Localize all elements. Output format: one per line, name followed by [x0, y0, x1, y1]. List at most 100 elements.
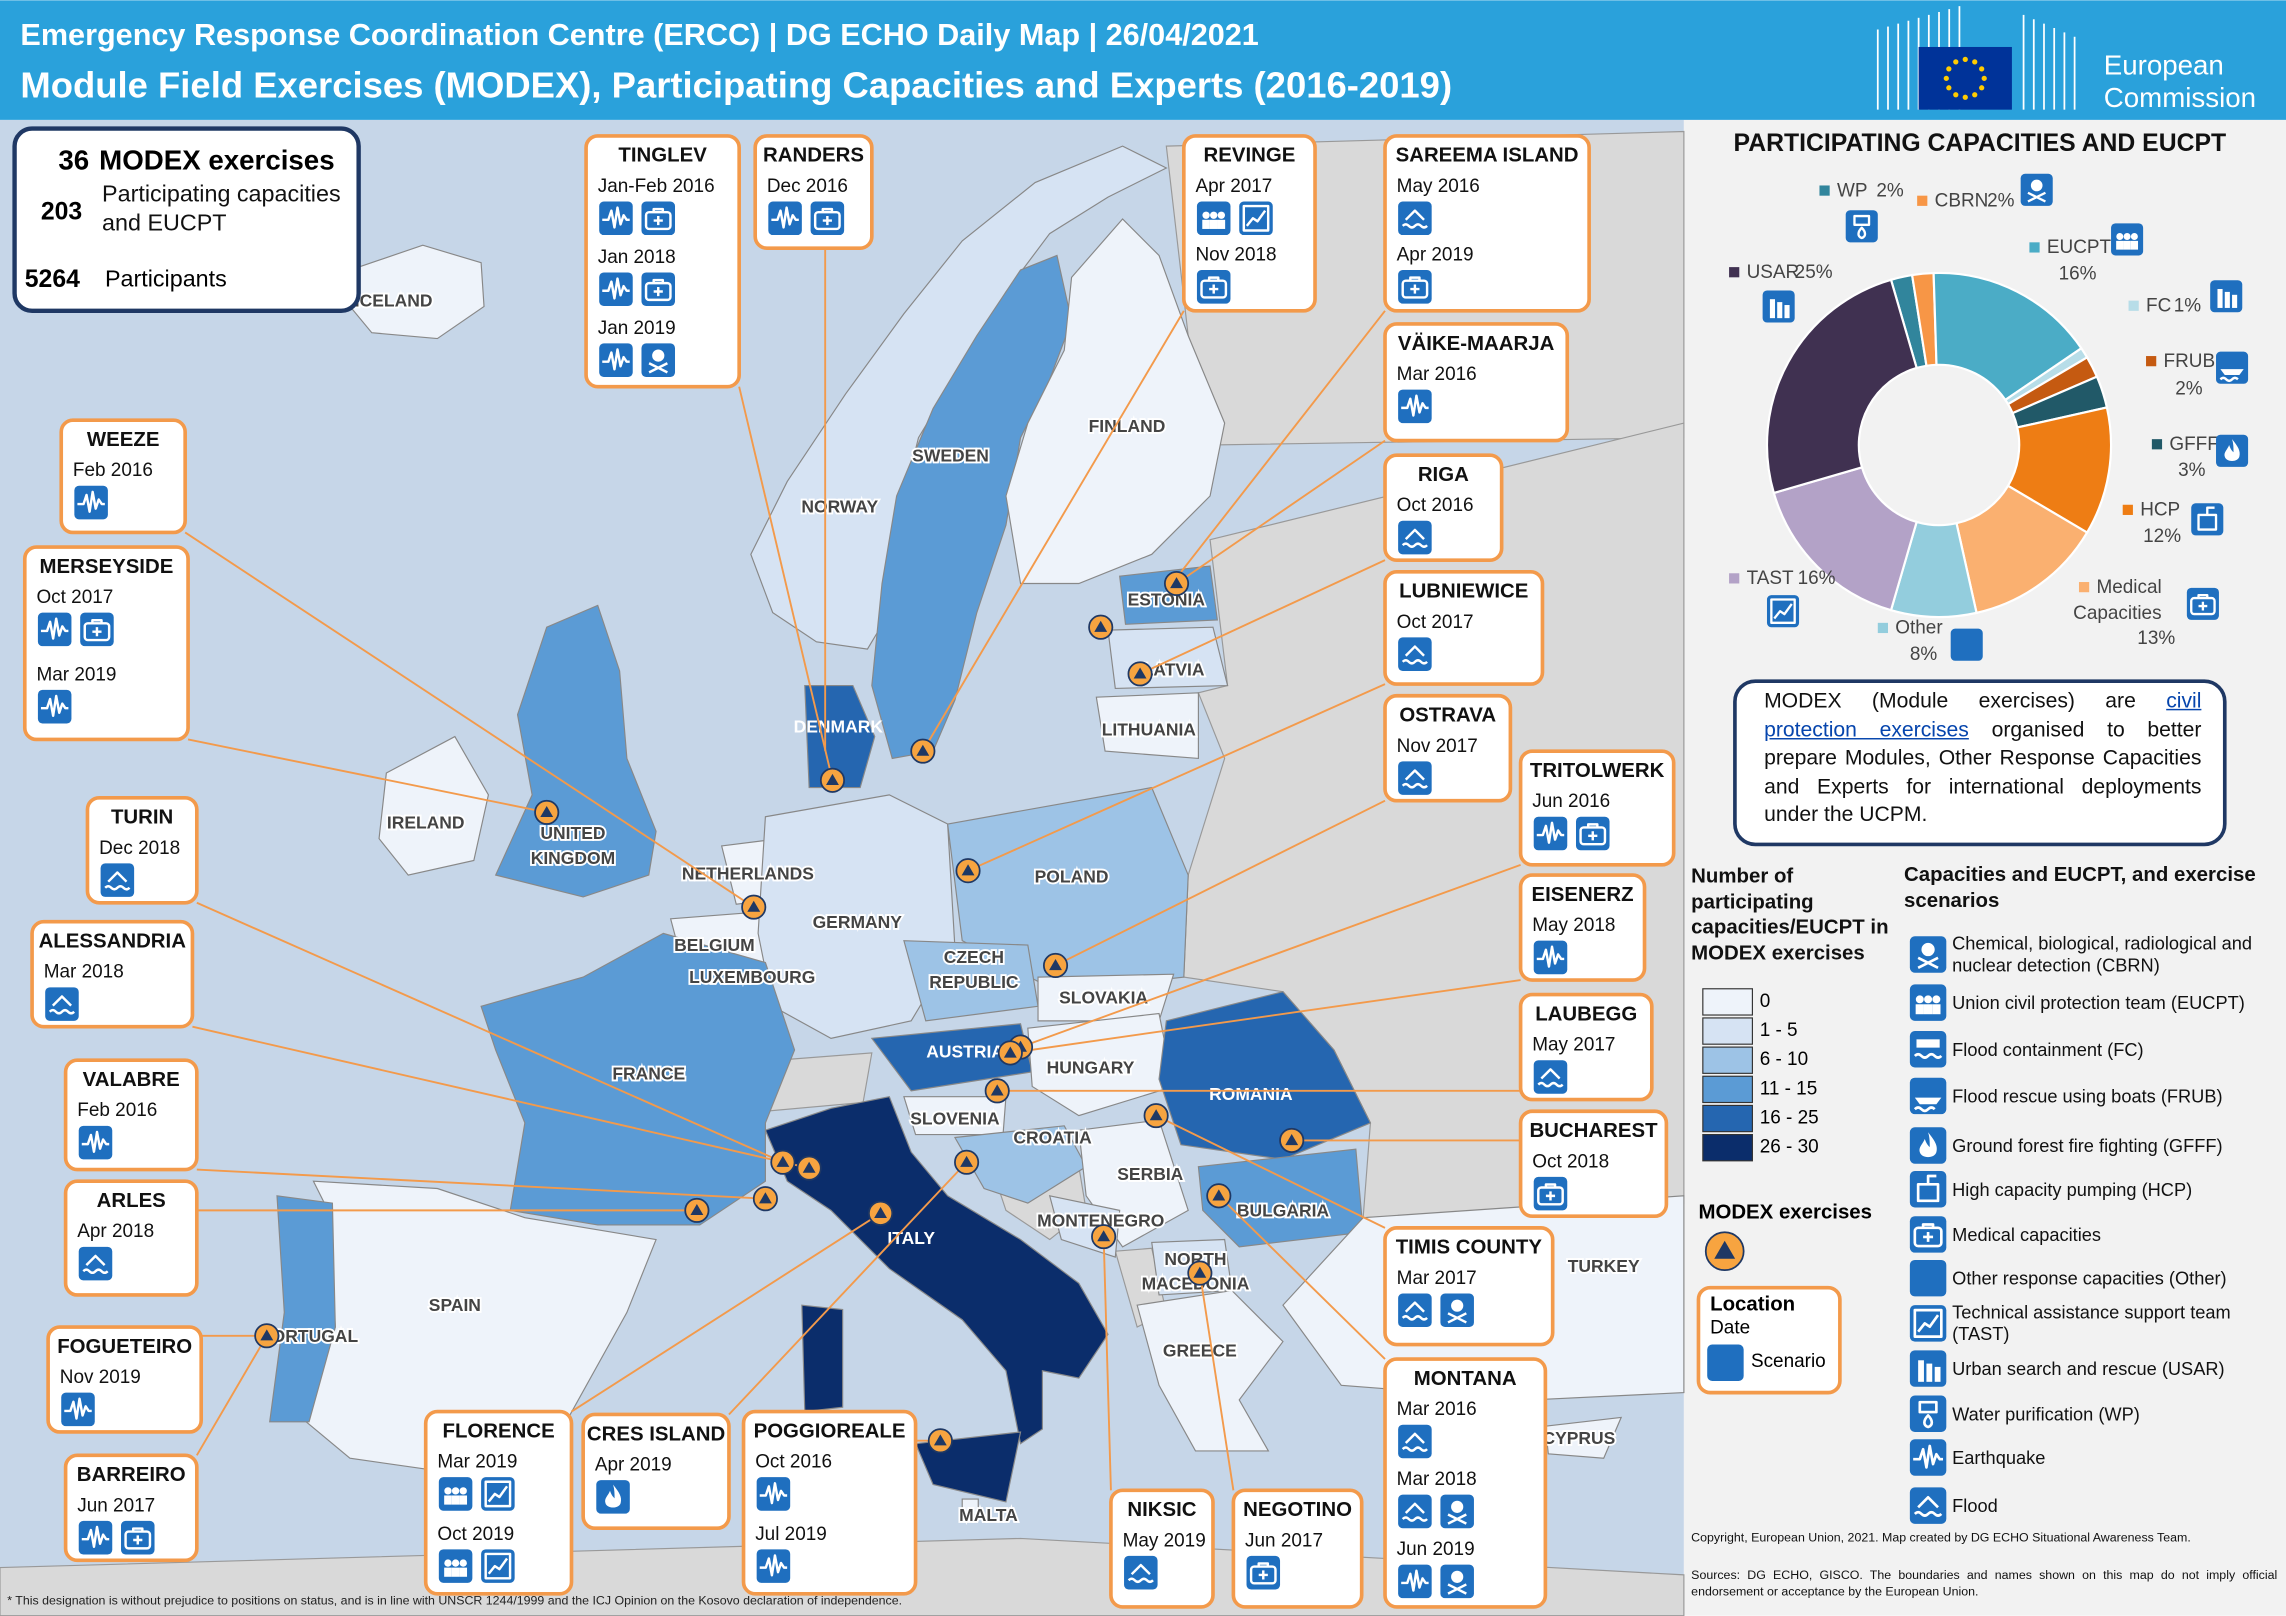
info-frame: [1733, 679, 2227, 847]
copyright-box: Copyright, European Union, 2021. Map cre…: [1691, 1530, 2191, 1545]
header-band: [0, 0, 2286, 120]
callout: ARLES Apr 2018: [63, 1179, 199, 1297]
icon-glyph: [2027, 191, 2046, 203]
icon-glyph: [1784, 305, 1790, 319]
icon-glyph: [1537, 1081, 1564, 1088]
donut-category-label: WP: [1837, 180, 1868, 201]
label-swatch: [2078, 582, 2090, 593]
icon-glyph: [487, 1557, 509, 1575]
marker-glyph: [1170, 577, 1183, 589]
callout-name: POGGIOREALE: [754, 1420, 906, 1442]
icon-glyph: [1451, 1570, 1464, 1583]
scenario-icon: [1533, 1176, 1568, 1211]
callout-date: Mar 2019: [437, 1452, 517, 1473]
scenario-icon: [438, 1549, 473, 1583]
country-shape: [1544, 1416, 1623, 1459]
country-shape: [871, 254, 1073, 760]
capacity-legend-label: High capacity pumping (HCP): [1952, 1179, 2193, 1200]
capacity-legend-label: Other response capacities (Other): [1952, 1267, 2227, 1289]
capacity-legend-label-box: Union civil protection team (EUCPT): [1952, 992, 2245, 1012]
marker-glyph: [960, 1155, 974, 1167]
scenario-icon: [1950, 628, 1983, 661]
icon-glyph: [2123, 240, 2131, 250]
country-label: SERBIA: [1117, 1164, 1183, 1184]
country-label: POLAND: [1035, 867, 1109, 887]
scenario-icon: [74, 485, 108, 520]
footnote: * This designation is without prejudice …: [7, 1593, 902, 1607]
country-shape: [1119, 565, 1219, 625]
icon-glyph: [2130, 240, 2139, 250]
label-swatch: [1917, 195, 1928, 206]
leader-line: [1055, 799, 1386, 967]
icon-glyph: [1217, 211, 1225, 219]
capacity-legend-title-box: Capacities and EUCPT, and exercise scena…: [1904, 862, 2256, 911]
callout-name: ALESSANDRIA: [39, 931, 187, 953]
icon-bg: [2216, 351, 2249, 384]
icon-glyph: [605, 1484, 622, 1508]
country-shape: [494, 604, 657, 898]
scenario-icon: [1440, 1564, 1474, 1599]
capacity-legend-label-box: Water purification (WP): [1952, 1404, 2140, 1424]
icon-glyph: [77, 490, 105, 513]
capacity-legend-label-box: High capacity pumping (HCP): [1952, 1179, 2193, 1200]
callout-date: Feb 2016: [77, 1100, 157, 1121]
callout-name: CRES ISLAND: [587, 1423, 725, 1445]
callout-date: Jul 2019: [755, 1524, 827, 1545]
icon-bg: [1950, 628, 1983, 661]
capacity-legend-label-box: Flood rescue using boats (FRUB): [1952, 1086, 2222, 1106]
scenario-icon: [37, 612, 72, 647]
callout-name: NIKSIC: [1127, 1499, 1196, 1521]
capacity-legend-label: Technical assistance support team (TAST): [1952, 1302, 2231, 1345]
callout-name: REVINGE: [1203, 145, 1295, 167]
leader-line: [1175, 439, 1386, 585]
logo-star: [1943, 75, 1949, 81]
info-text-part: organised to better prepare Modules, Oth…: [1764, 718, 2202, 828]
country-label: PORTUGAL: [260, 1326, 358, 1346]
scenario-icon: [1762, 290, 1795, 323]
scenario-icon: [1909, 984, 1947, 1021]
country-shape: [269, 1195, 336, 1423]
icon-glyph: [1404, 1432, 1425, 1444]
icon-glyph: [1404, 1502, 1425, 1514]
scenario-icon: [1909, 1031, 1947, 1068]
callout-name: TINGLEV: [618, 145, 707, 167]
scenario-icon: [45, 987, 79, 1021]
icon-glyph: [2224, 439, 2240, 462]
scenario-icon: [121, 1520, 155, 1555]
icon-glyph: [1915, 995, 1924, 1004]
icon-glyph: [1934, 1366, 1941, 1382]
icon-glyph: [1544, 1183, 1557, 1201]
leader-line: [922, 310, 1185, 752]
scenario-icon: [1239, 201, 1273, 236]
icon-glyph: [1926, 1174, 1937, 1185]
donut-category-label: USAR: [1747, 262, 1800, 283]
icon-glyph: [1401, 1446, 1428, 1452]
icon-glyph: [444, 1487, 452, 1495]
callout: OSTRAVA Nov 2017: [1383, 693, 1513, 803]
icon-bg: [1398, 637, 1432, 671]
country-label: ICELAND: [355, 291, 433, 311]
scenario-icon: [641, 201, 676, 236]
callout: FLORENCE Mar 2019 Oct 2019: [423, 1409, 574, 1596]
icon-glyph: [1401, 1569, 1429, 1592]
callout-date: Jun 2017: [1245, 1530, 1323, 1551]
capacity-legend-label: Medical capacities: [1952, 1224, 2102, 1245]
country-shape: [1136, 1289, 1284, 1452]
icon-glyph: [1853, 214, 1871, 240]
scenario-icon: [100, 863, 135, 897]
label-swatch: [1819, 185, 1830, 196]
callout-name: VÄIKE-MAARJA: [1398, 332, 1555, 355]
scenario-icon: [37, 689, 72, 724]
country-label: GREECE: [1163, 1340, 1237, 1360]
icon-glyph: [1915, 1004, 1924, 1015]
logo-text: European: [2104, 50, 2224, 81]
country-label: TURKEY: [1568, 1256, 1640, 1276]
scenario-icon: [599, 201, 633, 236]
icon-glyph: [1447, 1312, 1467, 1324]
marker-glyph: [1097, 1230, 1111, 1242]
info-link[interactable]: civil protection exercises: [1764, 689, 2202, 742]
icon-glyph: [459, 1567, 468, 1577]
icon-bg: [481, 1477, 515, 1511]
callout: MONTANA Mar 2016 Mar 2018 Jun 2019: [1383, 1357, 1548, 1609]
